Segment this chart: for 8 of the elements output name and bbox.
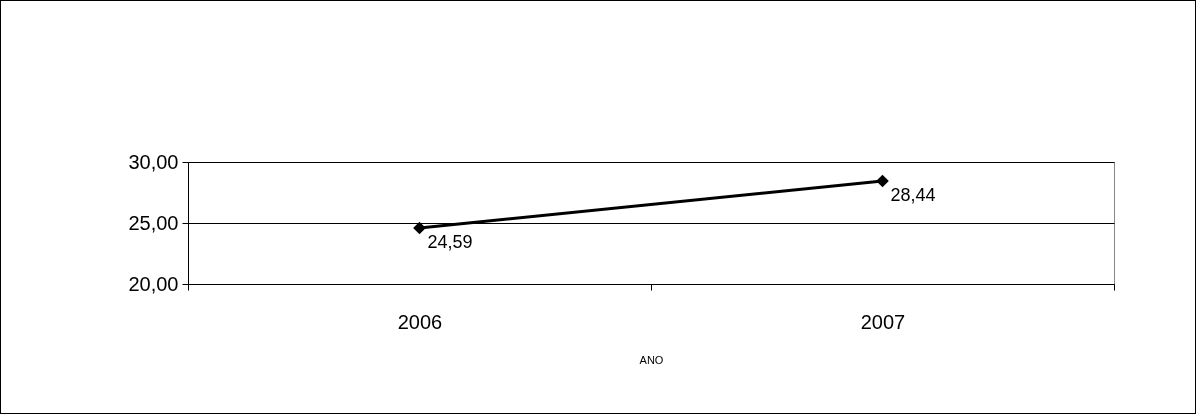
data-label: 24,59 xyxy=(427,232,473,252)
x-tick-label: 2007 xyxy=(860,310,906,333)
y-tick-label: 25,00 xyxy=(128,211,179,234)
data-label: 28,44 xyxy=(890,185,936,206)
y-tick-label: 20,00 xyxy=(128,272,179,295)
y-tick-label: 30,00 xyxy=(128,150,179,173)
x-axis-title: ANO xyxy=(639,353,664,366)
x-tick-label: 2006 xyxy=(397,310,443,333)
